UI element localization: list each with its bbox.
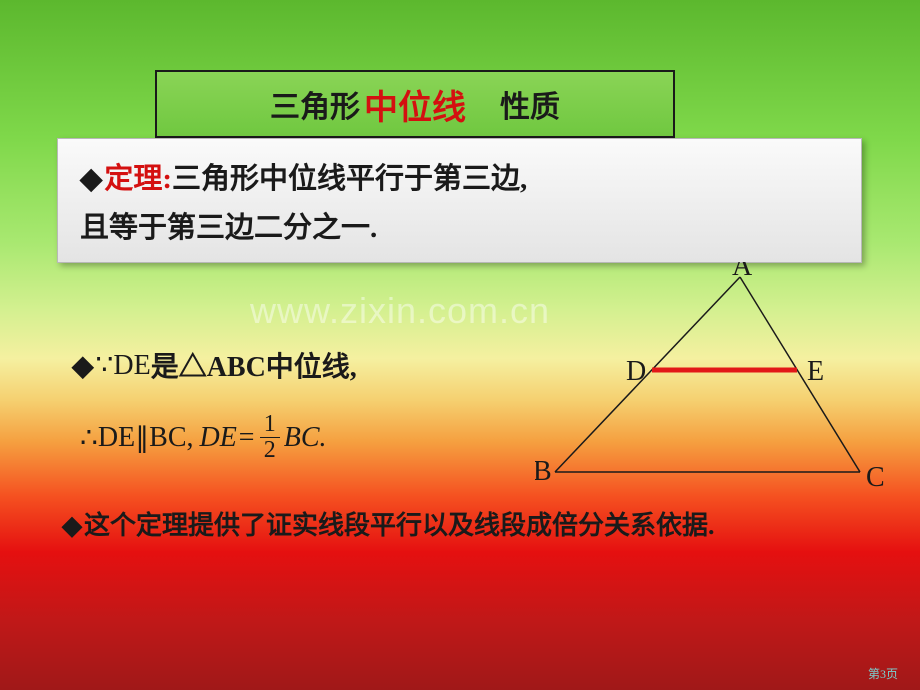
eq-lhs: DE (200, 422, 237, 454)
svg-text:B: B (535, 456, 552, 487)
theorem-line1: 三角形中位线平行于第三边, (172, 163, 527, 195)
therefore-de: DE (98, 422, 135, 454)
statement-therefore: ∴ DE ∥ BC, DE = 1 2 BC. (80, 412, 327, 463)
triangle-diagram: A B C D E (535, 262, 885, 492)
theorem-label: 定理 (104, 163, 162, 195)
therefore-bc: BC, (149, 422, 193, 454)
theorem-colon: : (162, 163, 172, 195)
title-highlight: 中位线 (364, 80, 466, 129)
watermark: www.zixin.com.cn (250, 290, 550, 332)
frac-num: 1 (260, 412, 280, 438)
svg-text:E: E (807, 356, 824, 387)
frac-den: 2 (260, 438, 280, 463)
eq-op: = (237, 422, 256, 454)
svg-text:A: A (732, 262, 753, 282)
footer-note: ◆这个定理提供了证实线段平行以及线段成倍分关系依据. (62, 505, 862, 546)
eq-rhs: BC. (284, 422, 327, 454)
svg-text:D: D (626, 356, 646, 387)
title-suffix: 性质 (470, 82, 560, 126)
statement-because: ◆ ∵DE 是△ABC中位线, (72, 345, 357, 385)
svg-text:C: C (866, 462, 885, 492)
because-text: 是△ABC中位线, (151, 345, 357, 385)
diamond-icon: ◆ (62, 510, 82, 540)
parallel-symbol: ∥ (135, 421, 149, 455)
diamond-icon: ◆ (72, 349, 94, 382)
fraction: 1 2 (260, 412, 280, 463)
because-de: ∵DE (96, 348, 151, 382)
theorem-line2: 且等于第三边二分之一. (80, 212, 377, 244)
title-box: 三角形 中位线 性质 (155, 70, 675, 138)
theorem-box: ◆定理:三角形中位线平行于第三边, 且等于第三边二分之一. (57, 138, 862, 263)
page-number: 第3页 (868, 665, 898, 682)
footer-text: 这个定理提供了证实线段平行以及线段成倍分关系依据. (84, 511, 715, 540)
therefore-symbol: ∴ (80, 421, 98, 455)
equation: DE = 1 2 BC. (200, 412, 327, 463)
title-prefix: 三角形 (270, 82, 360, 126)
diamond-icon: ◆ (80, 163, 102, 195)
